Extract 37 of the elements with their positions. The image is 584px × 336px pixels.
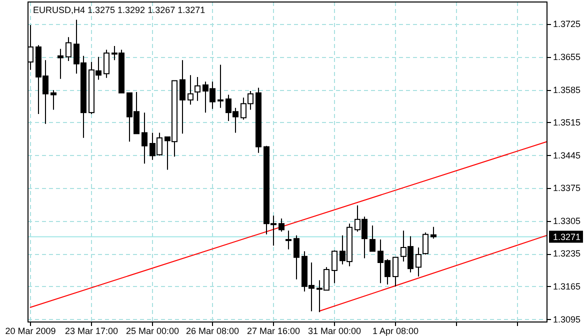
candlestick — [142, 112, 148, 164]
candlestick — [332, 250, 338, 284]
x-tick-label: 26 Mar 08:00 — [186, 326, 240, 336]
candlestick — [430, 226, 436, 240]
candlestick — [194, 76, 200, 102]
candlestick — [180, 60, 186, 134]
ref-line-label: 1.3271 — [553, 232, 581, 242]
y-tick-label: 1.3375 — [553, 183, 581, 194]
x-tick-label: 1 Apr 08:00 — [372, 326, 419, 336]
y-tick-label: 1.3655 — [553, 52, 581, 62]
y-tick-label: 1.3725 — [553, 19, 581, 30]
y-tick-label: 1.3095 — [553, 314, 581, 324]
y-tick-label: 1.3305 — [553, 216, 581, 226]
y-tick-label: 1.3165 — [553, 282, 581, 292]
x-tick-label: 25 Mar 00:00 — [126, 326, 180, 336]
candlestick — [370, 224, 376, 252]
candlestick — [278, 218, 284, 232]
candlestick — [286, 230, 292, 250]
candlestick — [66, 36, 72, 62]
candlestick — [188, 74, 194, 106]
candlestick — [218, 64, 224, 108]
candlestick — [294, 234, 300, 280]
x-tick-label: 20 Mar 2009 — [5, 326, 56, 336]
candlestick — [392, 256, 398, 287]
chart-title: EURUSD,H4 1.3275 1.3292 1.3267 1.3271 — [33, 5, 206, 15]
y-tick-label: 1.3445 — [553, 150, 581, 160]
x-tick-label: 31 Mar 00:00 — [308, 326, 362, 336]
candlestick — [50, 90, 56, 110]
candlestick — [416, 247, 422, 278]
y-tick-label: 1.3585 — [553, 84, 581, 95]
candlestick — [58, 48, 64, 80]
y-tick-label: 1.3515 — [553, 118, 581, 128]
candlestick — [422, 232, 428, 256]
x-tick-label: 27 Mar 16:00 — [246, 326, 300, 336]
x-tick-label: 23 Mar 17:00 — [64, 326, 118, 336]
y-tick-label: 1.3235 — [553, 248, 581, 259]
candlestick — [104, 49, 110, 78]
